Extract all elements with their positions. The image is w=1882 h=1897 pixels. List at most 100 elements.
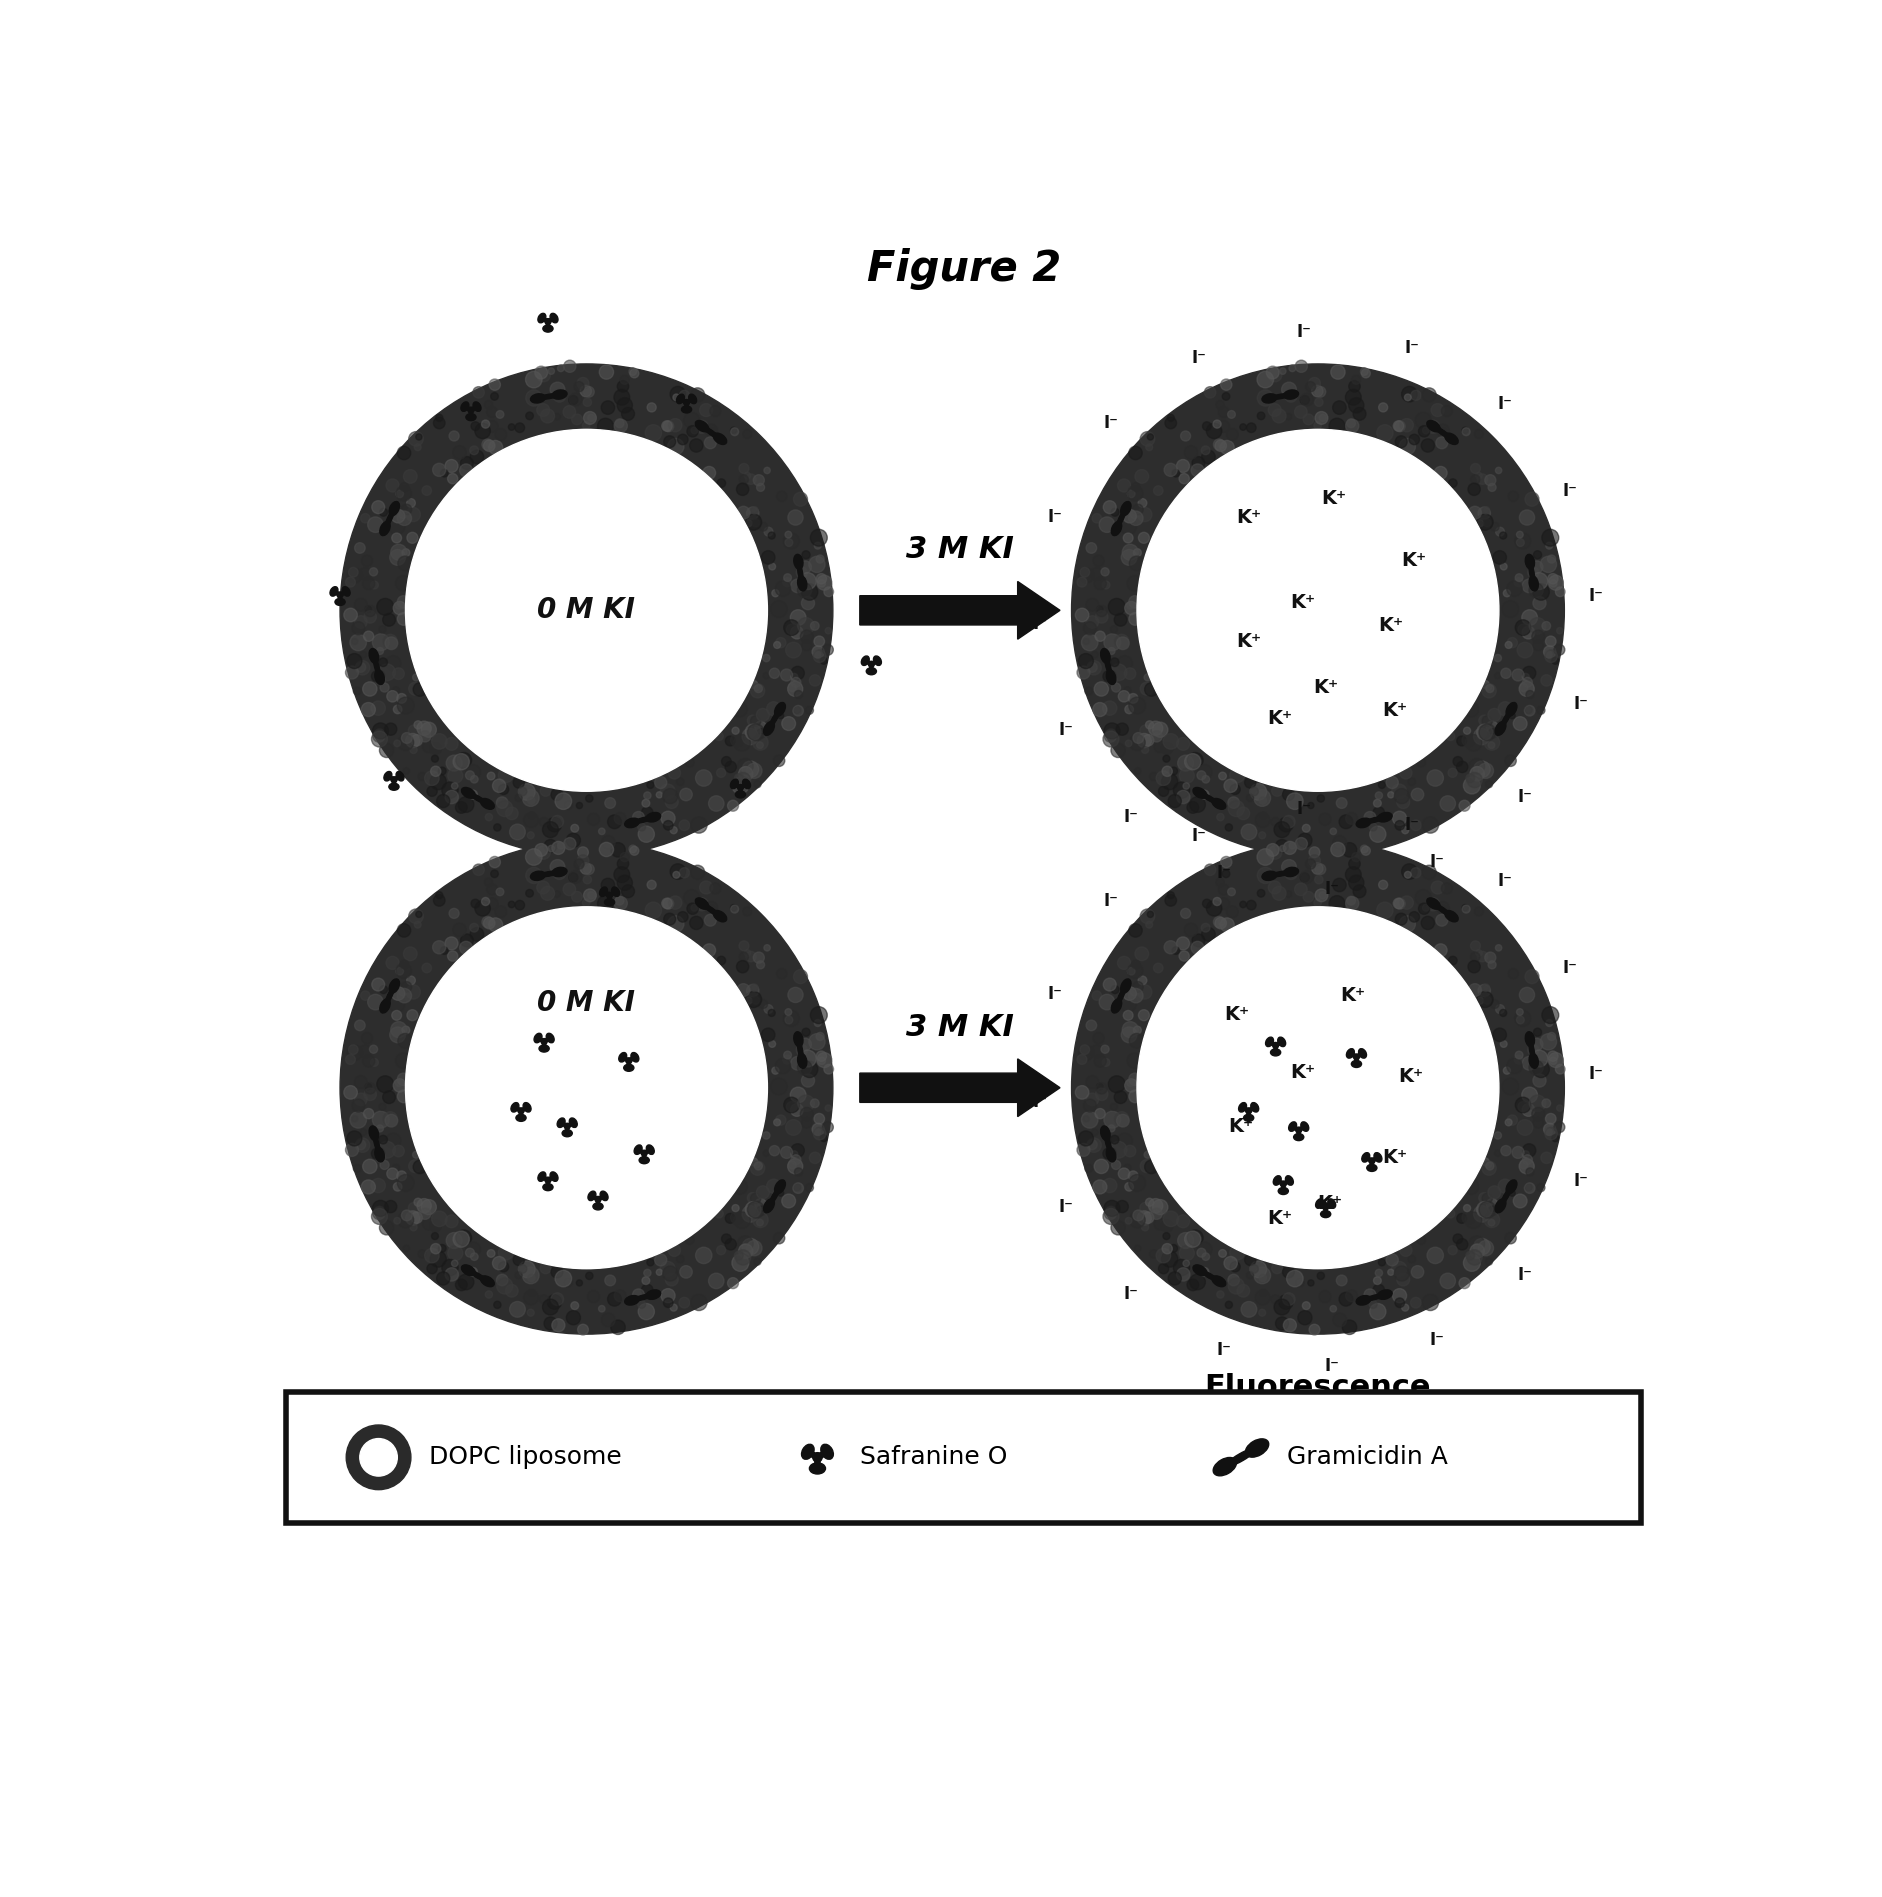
Circle shape (1511, 670, 1524, 681)
Circle shape (1084, 687, 1093, 694)
Circle shape (1498, 702, 1513, 715)
Circle shape (685, 759, 694, 766)
Circle shape (1378, 782, 1385, 789)
Circle shape (555, 793, 572, 810)
Circle shape (679, 391, 689, 400)
Circle shape (764, 527, 774, 537)
Circle shape (694, 419, 708, 433)
Circle shape (1477, 998, 1483, 1004)
Circle shape (1423, 427, 1428, 434)
Circle shape (1547, 573, 1558, 584)
Ellipse shape (1321, 1210, 1331, 1218)
Circle shape (1122, 544, 1139, 560)
Circle shape (1500, 1146, 1511, 1155)
Ellipse shape (794, 1032, 804, 1047)
Circle shape (685, 1235, 694, 1244)
Circle shape (1176, 459, 1189, 472)
Circle shape (1555, 1064, 1566, 1074)
Circle shape (1523, 677, 1532, 687)
Circle shape (354, 1165, 361, 1172)
Circle shape (555, 1271, 572, 1286)
Circle shape (1246, 1271, 1253, 1279)
Circle shape (375, 675, 386, 685)
Circle shape (783, 573, 792, 582)
Circle shape (405, 907, 768, 1269)
Circle shape (388, 994, 391, 998)
Circle shape (388, 996, 405, 1013)
Circle shape (1227, 797, 1240, 808)
Circle shape (1140, 1203, 1152, 1214)
Circle shape (369, 567, 378, 577)
Circle shape (679, 820, 689, 831)
Circle shape (1524, 491, 1539, 506)
Circle shape (378, 1142, 395, 1159)
Circle shape (757, 484, 764, 491)
Circle shape (1095, 1108, 1105, 1119)
Circle shape (1515, 573, 1523, 582)
Circle shape (1481, 1157, 1489, 1165)
Circle shape (1240, 423, 1246, 431)
Circle shape (1489, 960, 1496, 969)
Circle shape (344, 1085, 358, 1098)
Circle shape (373, 634, 390, 651)
Circle shape (414, 444, 422, 451)
Circle shape (708, 429, 715, 434)
Circle shape (397, 1170, 407, 1180)
Circle shape (414, 1161, 427, 1174)
Circle shape (1393, 1288, 1406, 1303)
Circle shape (393, 740, 401, 747)
Circle shape (1530, 1038, 1543, 1051)
Circle shape (617, 875, 632, 890)
Circle shape (798, 582, 811, 598)
Ellipse shape (1494, 1199, 1506, 1212)
Circle shape (1103, 580, 1110, 588)
Ellipse shape (538, 1045, 550, 1053)
Circle shape (747, 725, 764, 740)
Ellipse shape (1378, 1290, 1393, 1299)
Circle shape (668, 916, 683, 931)
Circle shape (427, 1263, 437, 1273)
Circle shape (755, 782, 760, 787)
Ellipse shape (1293, 1127, 1299, 1131)
Circle shape (789, 683, 796, 692)
Circle shape (544, 840, 557, 852)
Circle shape (1107, 1206, 1116, 1216)
Circle shape (745, 992, 762, 1007)
Text: K⁺: K⁺ (1289, 594, 1316, 613)
Circle shape (397, 1091, 410, 1102)
Circle shape (1500, 668, 1511, 679)
Circle shape (1464, 1205, 1470, 1212)
Ellipse shape (329, 586, 339, 596)
Circle shape (1137, 734, 1152, 747)
Circle shape (749, 1157, 758, 1165)
Circle shape (1331, 364, 1346, 379)
Text: K⁺: K⁺ (1378, 617, 1404, 635)
Circle shape (817, 1051, 826, 1060)
Text: I⁻: I⁻ (1517, 1265, 1532, 1284)
Text: K⁺: K⁺ (1317, 1193, 1342, 1212)
Circle shape (822, 1121, 834, 1133)
Circle shape (354, 687, 361, 694)
Circle shape (487, 1250, 495, 1258)
Circle shape (1470, 941, 1481, 950)
Circle shape (525, 890, 533, 897)
Text: K⁺: K⁺ (1383, 700, 1408, 721)
Circle shape (1127, 964, 1142, 979)
Ellipse shape (523, 1102, 531, 1112)
Ellipse shape (534, 1034, 542, 1043)
Circle shape (431, 1244, 440, 1254)
Circle shape (1312, 385, 1323, 396)
Circle shape (393, 601, 407, 615)
Circle shape (1502, 601, 1519, 618)
Circle shape (1203, 776, 1210, 783)
FancyArrow shape (860, 1059, 1060, 1117)
Circle shape (397, 1074, 410, 1085)
Circle shape (1110, 626, 1118, 634)
Circle shape (365, 1083, 371, 1091)
Ellipse shape (557, 1117, 565, 1127)
Circle shape (802, 1074, 815, 1087)
Circle shape (1532, 1060, 1549, 1077)
Circle shape (1180, 909, 1191, 918)
Ellipse shape (472, 402, 482, 412)
Circle shape (565, 801, 572, 810)
